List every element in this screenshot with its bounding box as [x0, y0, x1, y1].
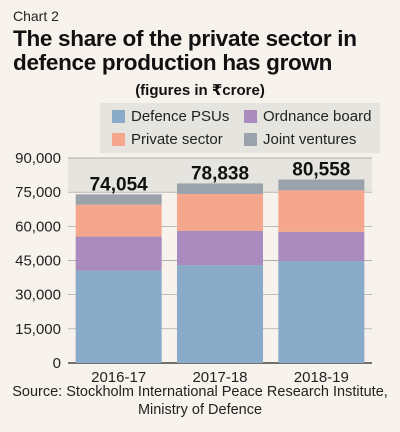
legend-swatch-joint-ventures: [244, 133, 257, 146]
bar-segment-ordnance-board: [75, 236, 162, 271]
y-tick-label: 75,000: [15, 184, 61, 201]
x-tick-label: 2016-17: [91, 369, 146, 386]
x-tick-label: 2018-19: [294, 369, 349, 386]
chart-subtitle: (figures in ₹crore): [135, 82, 265, 99]
bar-segment-private-sector: [75, 204, 162, 237]
bar-total-label: 80,558: [292, 160, 350, 181]
legend-item-joint-ventures: Joint ventures: [244, 131, 356, 148]
legend-label-joint-ventures: Joint ventures: [263, 131, 357, 148]
y-tick-label: 30,000: [15, 287, 61, 304]
bar-segment-defence-psus: [278, 260, 365, 363]
bar-segment-joint-ventures: [177, 183, 263, 194]
bar-total-label: 78,838: [191, 163, 249, 184]
bar-segment-defence-psus: [75, 270, 162, 363]
legend-swatch-private-sector: [112, 133, 125, 146]
legend-item-defence-psus: Defence PSUs: [112, 108, 229, 125]
y-tick-label: 15,000: [15, 321, 61, 338]
bar-segment-private-sector: [278, 190, 365, 232]
bar-segment-defence-psus: [177, 265, 263, 363]
source-note: Source: Stockholm International Peace Re…: [12, 384, 388, 418]
bar-segment-ordnance-board: [278, 231, 365, 261]
bar-segment-joint-ventures: [75, 194, 162, 205]
x-tick-label: 2017-18: [192, 369, 247, 386]
bar-segment-joint-ventures: [278, 179, 365, 191]
y-tick-label: 0: [53, 355, 61, 372]
legend-swatch-defence-psus: [112, 110, 125, 123]
legend-label-defence-psus: Defence PSUs: [131, 108, 230, 125]
legend: Defence PSUs Ordnance board Private sect…: [100, 103, 380, 153]
chart-kicker: Chart 2: [13, 8, 59, 24]
y-tick-label: 60,000: [15, 218, 61, 235]
legend-label-ordnance-board: Ordnance board: [263, 108, 372, 125]
y-tick-label: 45,000: [15, 253, 61, 270]
y-tick-label: 90,000: [15, 150, 61, 167]
bar-segment-private-sector: [177, 193, 263, 231]
chart-title: The share of the private sector in defen…: [13, 26, 357, 75]
bar-total-label: 74,054: [90, 174, 149, 195]
legend-item-private-sector: Private sector: [112, 131, 223, 148]
legend-label-private-sector: Private sector: [131, 131, 223, 148]
bar-segment-ordnance-board: [177, 230, 263, 266]
legend-swatch-ordnance-board: [244, 110, 257, 123]
legend-item-ordnance-board: Ordnance board: [244, 108, 371, 125]
